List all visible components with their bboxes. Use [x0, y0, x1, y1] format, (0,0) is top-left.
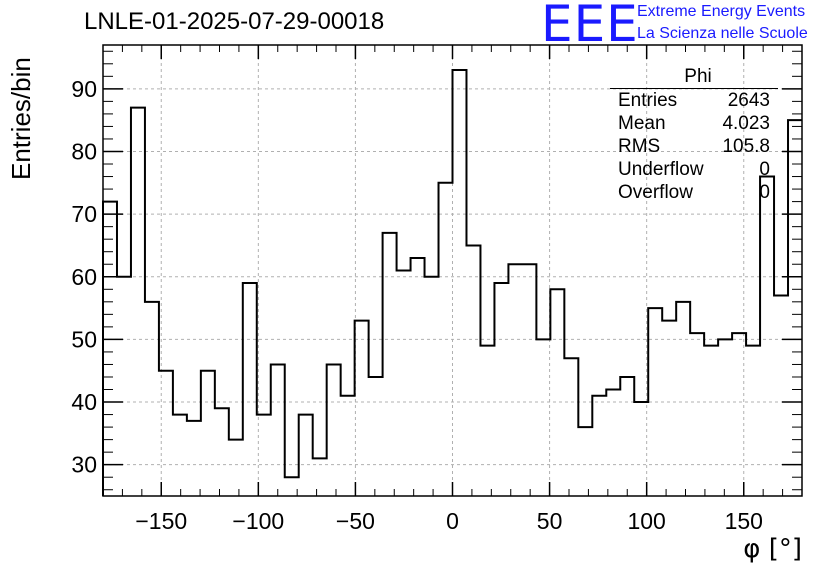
x-tick-label: −50	[336, 508, 375, 534]
x-tick-label: 0	[446, 508, 459, 534]
histogram-bin	[466, 245, 480, 496]
chart-title: LNLE-01-2025-07-29-00018	[84, 8, 385, 35]
stats-rms-value: 105.8	[722, 136, 770, 157]
y-tick-label: 30	[71, 452, 97, 478]
histogram-outline	[102, 69, 802, 496]
histogram-bin	[494, 283, 508, 496]
histogram-bin	[411, 258, 425, 496]
histogram-bin	[606, 390, 620, 496]
y-tick-label: 40	[71, 389, 97, 415]
histogram-bin	[131, 108, 145, 496]
stats-mean-value: 4.023	[722, 113, 770, 134]
x-tick-label: 50	[537, 508, 563, 534]
stats-mean-label: Mean	[618, 113, 666, 134]
x-axis-label: φ [°]	[743, 534, 802, 564]
histogram-bin	[173, 415, 187, 496]
histogram-bin	[662, 321, 676, 496]
y-tick-label: 60	[71, 264, 97, 290]
histogram-bin	[299, 415, 313, 496]
histogram-bin	[369, 377, 383, 496]
histogram-bin	[355, 321, 369, 496]
y-axis-label: Entries/bin	[6, 57, 36, 180]
stats-rms-label: RMS	[618, 136, 661, 157]
stats-row-mean: Mean 4.023	[610, 112, 778, 135]
eee-logo-mark: EEE	[541, 0, 639, 53]
stats-row-entries: Entries 2643	[610, 89, 778, 112]
histogram-bin	[592, 396, 606, 496]
logo-line-2: La Scienza nelle Scuole	[637, 25, 808, 42]
histogram-bin	[578, 427, 592, 496]
x-tick-label: 100	[627, 508, 665, 534]
histogram-bin	[774, 296, 788, 496]
histogram-bin	[760, 177, 774, 496]
histogram-bin	[187, 421, 201, 496]
histogram-bin	[215, 408, 229, 496]
histogram-bin	[383, 233, 397, 496]
stats-overflow-label: Overflow	[618, 182, 693, 203]
y-tick-label: 80	[71, 138, 97, 164]
logo-line-1: Extreme Energy Events	[637, 3, 806, 20]
histogram-bin	[480, 346, 494, 496]
histogram-bin	[704, 346, 718, 496]
histogram-bin	[718, 339, 732, 496]
histogram-bin	[550, 289, 564, 496]
histogram-bin	[117, 277, 131, 496]
histogram-bin	[676, 302, 690, 496]
histogram-bin	[522, 264, 536, 496]
histogram-bin	[145, 302, 159, 496]
x-tick-label: −150	[135, 508, 187, 534]
y-tick-label: 70	[71, 201, 97, 227]
histogram-bin	[564, 358, 578, 496]
stats-row-rms: RMS 105.8	[610, 135, 778, 158]
histogram-bin	[159, 371, 173, 496]
stats-row-overflow: Overflow 0	[610, 181, 778, 204]
histogram-bin	[453, 70, 467, 496]
stats-box: Phi Entries 2643 Mean 4.023 RMS 105.8 Un…	[610, 66, 778, 204]
histogram-bin	[201, 371, 215, 496]
stats-entries-value: 2643	[727, 90, 770, 111]
histogram-bin	[536, 339, 550, 496]
histogram-bin	[229, 440, 243, 496]
histogram-bin	[313, 458, 327, 496]
stats-overflow-value: 0	[759, 182, 770, 203]
stats-underflow-label: Underflow	[618, 159, 704, 180]
histogram-bin	[439, 183, 453, 496]
stats-name: Phi	[610, 66, 778, 89]
histogram-bin	[732, 333, 746, 496]
histogram-bin	[746, 346, 760, 496]
stats-row-underflow: Underflow 0	[610, 158, 778, 181]
y-tick-label: 50	[71, 326, 97, 352]
histogram-bin	[648, 308, 662, 496]
histogram-bin	[425, 277, 439, 496]
histogram-bin	[397, 271, 411, 497]
histogram-bin	[327, 364, 341, 496]
histogram-bin	[243, 283, 257, 496]
y-tick-label: 90	[71, 76, 97, 102]
histogram-bin	[341, 396, 355, 496]
histogram-bin	[620, 377, 634, 496]
histogram-bin	[634, 402, 648, 496]
histogram-bin	[271, 364, 285, 496]
stats-underflow-value: 0	[759, 159, 770, 180]
stats-entries-label: Entries	[618, 90, 678, 111]
x-tick-label: 150	[725, 508, 763, 534]
histogram-bin	[285, 477, 299, 496]
x-tick-label: −100	[232, 508, 284, 534]
histogram-bin	[508, 264, 522, 496]
histogram-bin	[690, 333, 704, 496]
